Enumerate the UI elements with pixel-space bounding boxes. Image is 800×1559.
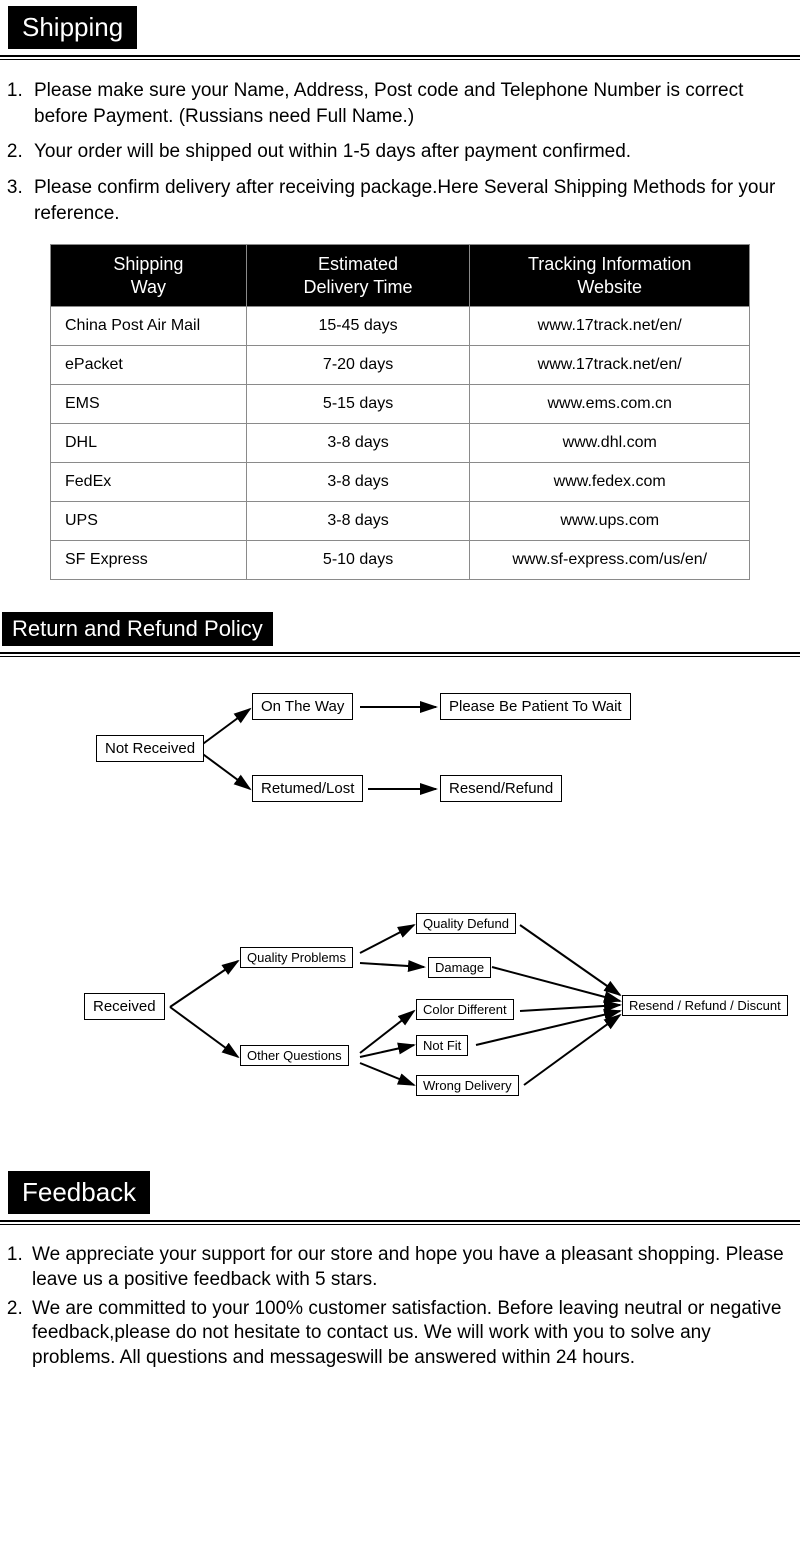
flow-node-root: Not Received [96,735,204,762]
shipping-header: Shipping [8,6,137,49]
table-cell: DHL [51,424,247,463]
table-cell: 3-8 days [246,502,470,541]
table-cell: www.dhl.com [470,424,750,463]
table-cell: China Post Air Mail [51,307,247,346]
flowchart-not-received: Not Received On The Way Retumed/Lost Please… [0,675,800,835]
flow-node-oq: Other Questions [240,1045,349,1066]
flow-node-resend: Resend/Refund [440,775,562,802]
table-cell: www.ups.com [470,502,750,541]
flow-node-qp: Quality Problems [240,947,353,968]
list-item: Please confirm delivery after receiving … [28,175,790,226]
divider [0,652,800,654]
table-row: ePacket7-20 dayswww.17track.net/en/ [51,346,750,385]
table-row: EMS5-15 dayswww.ems.com.cn [51,385,750,424]
table-cell: www.ems.com.cn [470,385,750,424]
flow-node-final: Resend / Refund / Discunt [622,995,788,1016]
table-row: UPS3-8 dayswww.ups.com [51,502,750,541]
table-cell: EMS [51,385,247,424]
flowchart-received: Received Quality Problems Other Questions Q… [0,895,800,1135]
table-cell: www.17track.net/en/ [470,307,750,346]
table-cell: 7-20 days [246,346,470,385]
divider [0,59,800,60]
table-cell: 3-8 days [246,424,470,463]
table-cell: www.17track.net/en/ [470,346,750,385]
table-cell: www.fedex.com [470,463,750,502]
table-cell: 5-15 days [246,385,470,424]
flow-node-ontheway: On The Way [252,693,353,720]
divider [0,55,800,57]
shipping-notes-list: Please make sure your Name, Address, Pos… [8,78,790,226]
table-header: EstimatedDelivery Time [246,245,470,307]
table-header: ShippingWay [51,245,247,307]
divider [0,656,800,657]
table-header: Tracking InformationWebsite [470,245,750,307]
flow-node-damage: Damage [428,957,491,978]
flow-node-retlost: Retumed/Lost [252,775,363,802]
flow-node-color: Color Different [416,999,514,1020]
flow-node-root: Received [84,993,165,1020]
list-item: Please make sure your Name, Address, Pos… [28,78,790,129]
table-row: China Post Air Mail15-45 dayswww.17track… [51,307,750,346]
table-cell: FedEx [51,463,247,502]
list-item: We appreciate your support for our store… [28,1243,790,1292]
table-cell: ePacket [51,346,247,385]
table-row: FedEx3-8 dayswww.fedex.com [51,463,750,502]
table-cell: 15-45 days [246,307,470,346]
table-row: DHL3-8 dayswww.dhl.com [51,424,750,463]
flow-node-wait: Please Be Patient To Wait [440,693,631,720]
table-row: SF Express5-10 dayswww.sf-express.com/us… [51,541,750,580]
feedback-notes-list: We appreciate your support for our store… [8,1243,790,1370]
table-cell: SF Express [51,541,247,580]
return-header: Return and Refund Policy [2,612,273,646]
table-cell: 3-8 days [246,463,470,502]
flow-node-qdef: Quality Defund [416,913,516,934]
divider [0,1224,800,1225]
flow-node-notfit: Not Fit [416,1035,468,1056]
shipping-table: ShippingWay EstimatedDelivery Time Track… [50,244,750,580]
list-item: Your order will be shipped out within 1-… [28,139,790,165]
flow-node-wrong: Wrong Delivery [416,1075,519,1096]
list-item: We are committed to your 100% customer s… [28,1297,790,1371]
table-cell: 5-10 days [246,541,470,580]
table-cell: UPS [51,502,247,541]
table-cell: www.sf-express.com/us/en/ [470,541,750,580]
feedback-header: Feedback [8,1171,150,1214]
divider [0,1220,800,1222]
